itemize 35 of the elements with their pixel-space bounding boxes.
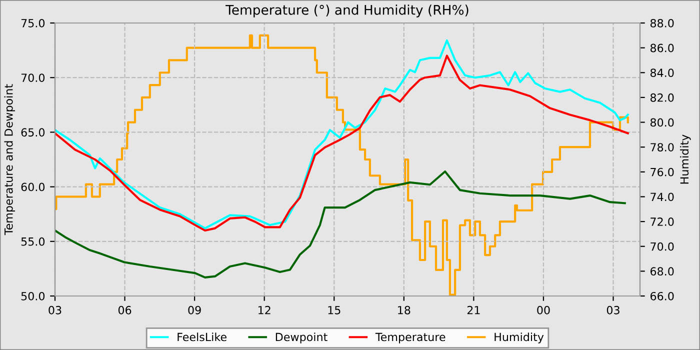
y-tick-label: 75.0 — [21, 18, 45, 28]
x-tick-label: 18 — [398, 306, 410, 314]
x-tick-label: 00 — [537, 306, 550, 314]
y2-tick-label: 70.0 — [650, 242, 674, 251]
y-tick-label: 50.0 — [21, 292, 45, 300]
y2-tick-label: 72.0 — [650, 218, 674, 226]
y2-tick-label: 84.0 — [650, 68, 674, 78]
y2-tick-label: 86.0 — [650, 44, 674, 52]
chart-title: Temperature (°) and Humidity (RH%) — [226, 4, 468, 18]
y2-tick-label: 82.0 — [650, 93, 674, 102]
legend-label: FeelsLike — [178, 332, 226, 342]
x-tick-label: 06 — [118, 306, 132, 314]
y-tick-label: 65.0 — [21, 128, 45, 137]
y2-axis-title: Humidity — [680, 134, 691, 184]
x-tick-label: 15 — [328, 306, 340, 314]
line-series — [55, 170, 626, 278]
y2-tick-label: 66.0 — [650, 292, 674, 300]
x-tick-label: 03 — [48, 306, 62, 314]
y2-tick-label: 88.0 — [650, 18, 674, 28]
y-tick-label: 70.0 — [21, 74, 45, 82]
y2-tick-label: 68.0 — [650, 267, 674, 276]
y-axis-title: Temperature and Dewpoint — [4, 84, 15, 236]
y-tick-label: 55.0 — [21, 237, 45, 246]
y2-tick-label: 80.0 — [650, 118, 674, 127]
y2-tick-label: 78.0 — [650, 143, 674, 152]
x-tick-label: 09 — [188, 306, 201, 314]
x-tick-label: 21 — [467, 306, 480, 314]
legend-label: Dewpoint — [276, 332, 328, 344]
legend-label: Temperature — [375, 332, 446, 344]
x-tick-label: 03 — [606, 306, 620, 314]
y2-tick-label: 74.0 — [650, 192, 674, 202]
y-tick-label: 60.0 — [21, 182, 45, 192]
x-tick-label: 12 — [258, 306, 270, 314]
y2-tick-label: 76.0 — [650, 168, 674, 176]
legend-label: Humidity — [494, 332, 544, 344]
